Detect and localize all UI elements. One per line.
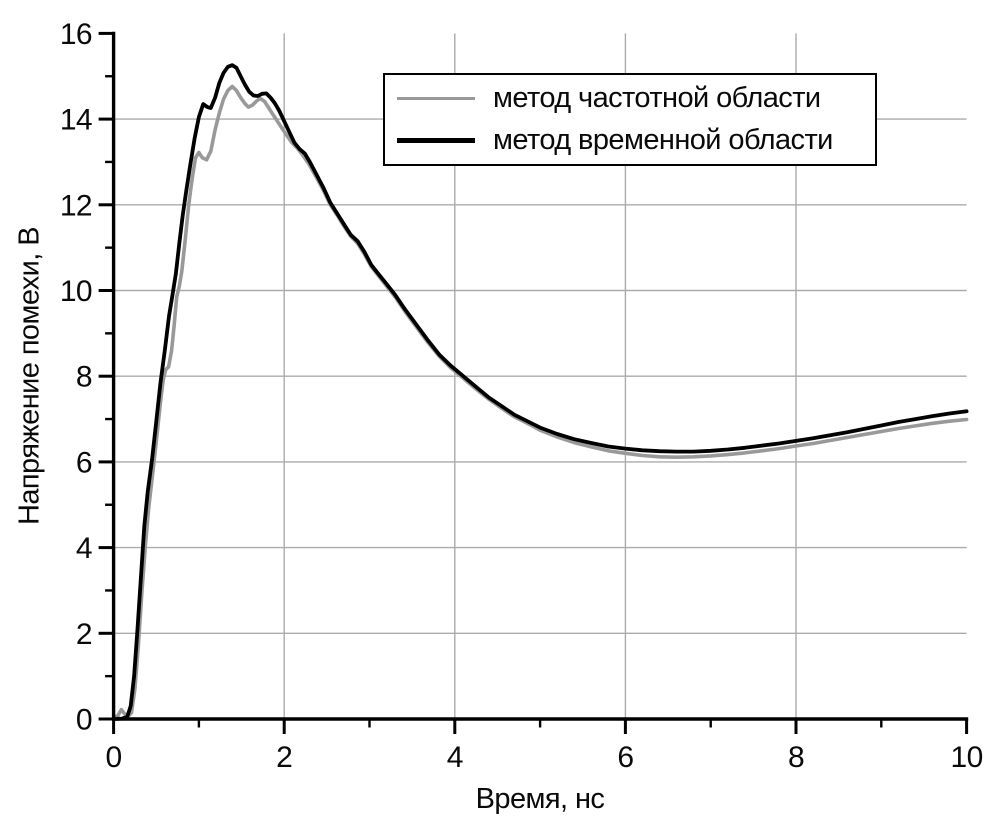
y-tick-label: 8 <box>76 361 92 394</box>
x-tick-label: 2 <box>276 741 292 774</box>
legend-label-frequency-method: метод частотной области <box>493 82 821 114</box>
time-method-line-swatch <box>397 138 475 143</box>
legend-label-time-method: метод временной области <box>493 124 833 156</box>
y-axis-title: Напряжение помехи, В <box>13 226 46 526</box>
y-tick-label: 16 <box>60 18 92 51</box>
legend-item-time-method: метод временной области <box>397 120 875 162</box>
x-axis-title: Время, нс <box>475 783 605 815</box>
y-tick-label: 12 <box>60 189 92 222</box>
y-tick-label: 10 <box>60 275 92 308</box>
y-tick-label: 0 <box>76 704 92 737</box>
x-tick-label: 10 <box>951 741 983 774</box>
legend: метод частотной области метод временной … <box>383 73 877 166</box>
y-tick-label: 4 <box>76 532 92 565</box>
x-tick-label: 4 <box>447 741 463 774</box>
legend-item-frequency-method: метод частотной области <box>397 78 875 120</box>
x-tick-label: 0 <box>106 741 122 774</box>
series-line-0 <box>111 84 969 720</box>
x-tick-label: 8 <box>788 741 804 774</box>
y-tick-label: 14 <box>60 104 92 137</box>
x-tick-label: 6 <box>617 741 633 774</box>
y-tick-label: 6 <box>76 446 92 479</box>
frequency-method-line-swatch <box>397 96 475 101</box>
series-line-1 <box>111 63 969 721</box>
y-tick-label: 2 <box>76 618 92 651</box>
